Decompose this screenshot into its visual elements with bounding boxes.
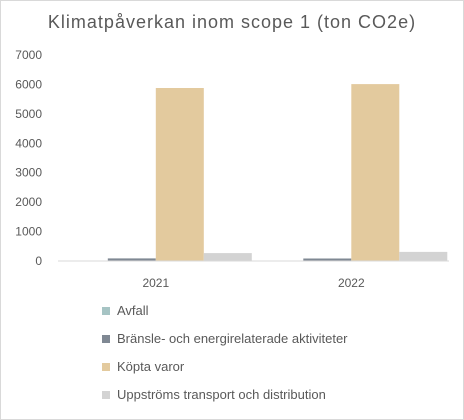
y-tick-label: 1000 [15, 225, 42, 239]
y-tick-label: 5000 [15, 107, 42, 121]
y-tick-label: 3000 [15, 166, 42, 180]
bar-2021-series-2 [155, 88, 204, 261]
legend-label: Avfall [117, 303, 149, 318]
bar-2021-series-1 [107, 258, 156, 261]
legend-swatch [102, 307, 110, 315]
chart-title: Klimatpåverkan inom scope 1 (ton CO2e) [47, 12, 417, 32]
x-tick-label: 2021 [142, 276, 169, 290]
x-tick-label: 2022 [338, 276, 365, 290]
legend-swatch [102, 363, 110, 371]
legend-label: Köpta varor [117, 359, 185, 374]
y-axis: 0 1000 2000 3000 4000 5000 6000 7000 [15, 48, 42, 268]
x-axis: 2021 2022 [142, 276, 365, 290]
bar-2022-series-2 [351, 84, 400, 261]
legend-label: Bränsle- och energirelaterade aktivitete… [117, 331, 348, 346]
y-tick-label: 0 [35, 254, 42, 268]
bars [59, 84, 448, 262]
legend-swatch [102, 391, 110, 399]
bar-2022-series-3 [399, 251, 448, 261]
y-tick-label: 4000 [15, 136, 42, 150]
y-tick-label: 7000 [15, 48, 42, 62]
bar-2022-series-1 [303, 258, 352, 261]
legend-swatch [102, 335, 110, 343]
legend-label: Uppströms transport och distribution [117, 387, 326, 402]
bar-2021-series-3 [203, 253, 252, 261]
y-tick-label: 2000 [15, 195, 42, 209]
y-tick-label: 6000 [15, 77, 42, 91]
